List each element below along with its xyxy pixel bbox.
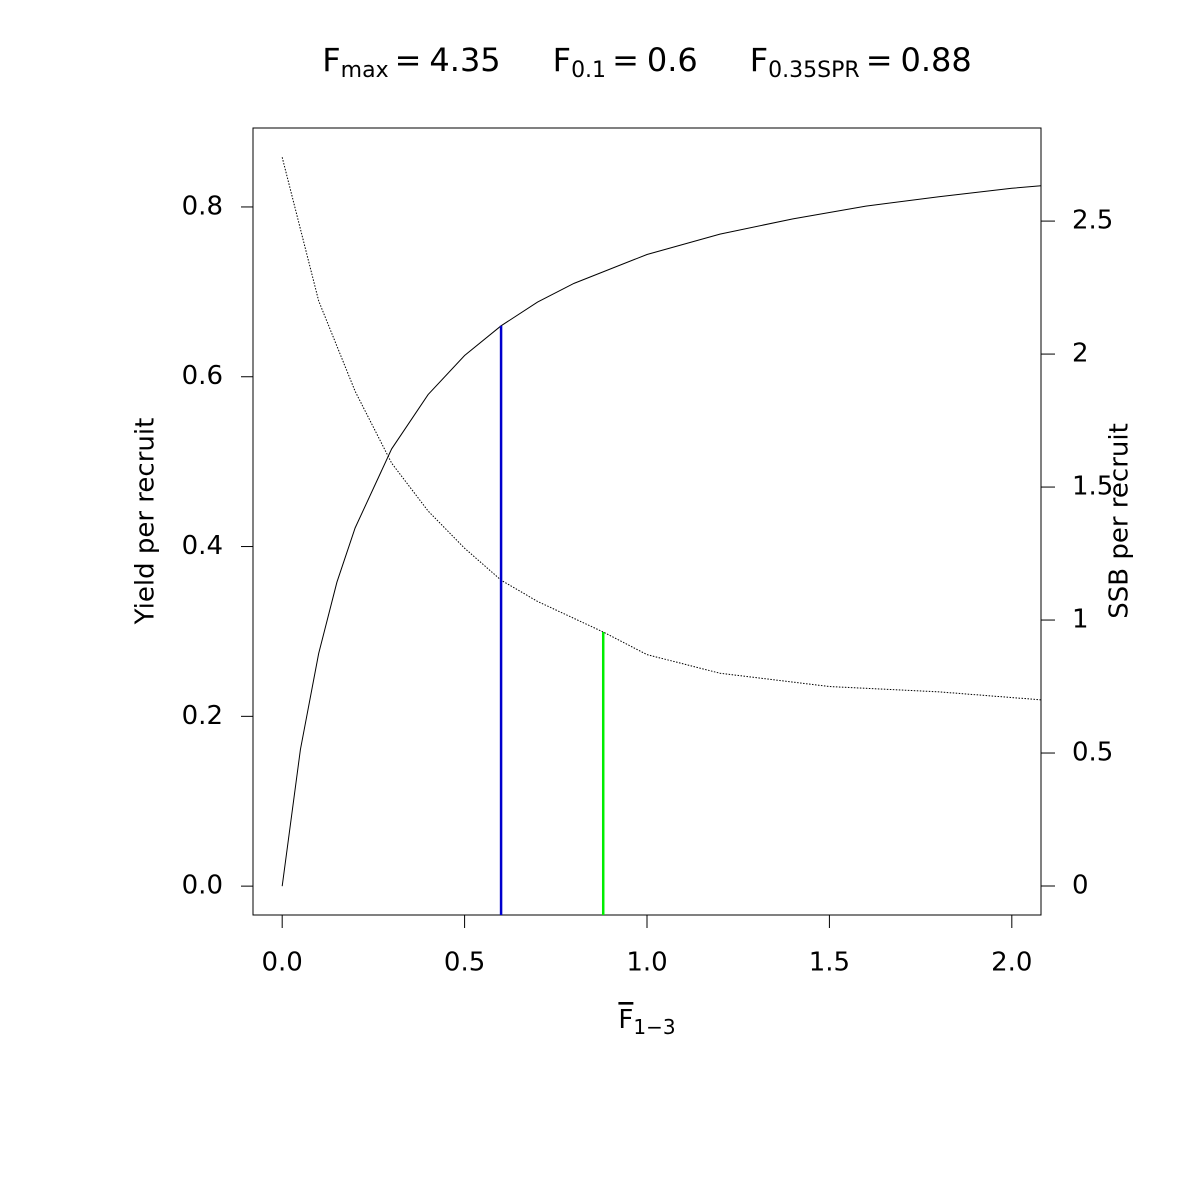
title-relation: =	[612, 41, 639, 79]
title-value: 4.35	[429, 41, 500, 79]
x-tick-label: 2.0	[991, 948, 1032, 978]
x-axis-label: F1−3	[618, 1005, 675, 1039]
title-symbol: F	[553, 41, 571, 79]
chart-title: Fmax = 4.35 F0.1 = 0.6 F0.35SPR = 0.88	[322, 41, 972, 83]
y-tick-label: 0.8	[182, 191, 223, 221]
x-label-subscript: 1−3	[633, 1015, 675, 1039]
y2-tick-label: 2	[1072, 339, 1089, 369]
title-subscript: 0.1	[571, 58, 606, 83]
y2-tick-label: 0	[1072, 871, 1089, 901]
y2-tick-label: 2.5	[1072, 206, 1113, 236]
y2-axis-label: SSB per recruit	[1105, 423, 1135, 619]
title-symbol: F	[322, 41, 340, 79]
series-line	[281, 157, 1042, 701]
y-axis-label: Yield per recruit	[131, 418, 161, 626]
plot-frame	[252, 127, 1042, 916]
y2-tick-label: 1	[1072, 605, 1089, 635]
x-tick-label: 0.0	[262, 948, 303, 978]
y-tick-label: 0.2	[182, 701, 223, 731]
x-tick-label: 0.5	[444, 948, 485, 978]
y2-tick-label: 0.5	[1072, 738, 1113, 768]
x-tick-label: 1.5	[809, 948, 850, 978]
title-relation: =	[866, 41, 893, 79]
title-value: 0.6	[647, 41, 698, 79]
title-subscript: max	[341, 58, 389, 83]
title-relation: =	[395, 41, 422, 79]
y-tick-label: 0.6	[182, 361, 223, 391]
x-tick-label: 1.0	[626, 948, 667, 978]
series-line	[281, 185, 1042, 887]
y2-tick-label: 1.5	[1072, 472, 1113, 502]
title-value: 0.88	[901, 41, 972, 79]
title-subscript: 0.35SPR	[768, 58, 860, 83]
y-tick-label: 0.4	[182, 531, 223, 561]
x-label-symbol: F	[618, 1005, 633, 1035]
y-tick-label: 0.0	[182, 871, 223, 901]
title-symbol: F	[750, 41, 768, 79]
